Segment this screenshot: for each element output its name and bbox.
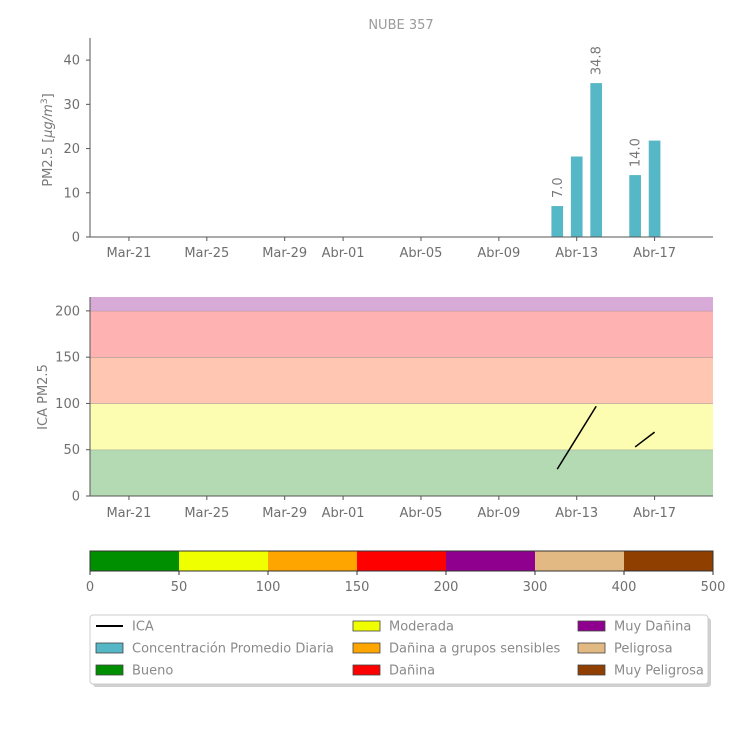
legend-label: Moderada — [389, 620, 454, 635]
x-tick-label: Abr-01 — [322, 246, 365, 261]
legend-label: Dañina a grupos sensibles — [389, 642, 560, 657]
bar-group — [551, 83, 661, 238]
x-tick-label-ica: Mar-25 — [184, 506, 229, 521]
legend-label: Dañina — [389, 664, 435, 679]
x-tick-label-ica: Abr-13 — [555, 506, 598, 521]
legend-swatch — [95, 642, 124, 654]
x-tick-label: Mar-29 — [262, 246, 307, 261]
ica-line-chart: 0 50 100 150 200 Mar-21 Mar-25 Mar-29 Abr-01 Abr… — [36, 297, 713, 521]
pm25-bar-chart: 7.0 34.8 14.0 0 10 20 30 40 Mar-21 Mar-25 Mar-29… — [40, 38, 713, 261]
ica-line-group — [556, 405, 656, 470]
legend-label: Bueno — [132, 664, 173, 679]
x-tick-label: Abr-05 — [400, 246, 443, 261]
data-label-2025-04-12: 7.0 — [551, 177, 566, 198]
bar-2025-04-16 — [629, 175, 641, 237]
colorbar-tick-label: 500 — [701, 580, 726, 595]
legend-label: Muy Dañina — [614, 620, 691, 635]
legend-swatch — [352, 664, 381, 676]
colorbar-segment-3 — [357, 551, 446, 571]
x-tick-label-ica: Abr-17 — [633, 506, 676, 521]
x-tick-label: Abr-17 — [633, 246, 676, 261]
y-tick-label-ica: 200 — [55, 304, 80, 319]
band-150-200 — [90, 310, 713, 358]
y-tick-label: 0 — [72, 231, 80, 246]
colorbar-segment-0 — [90, 551, 179, 571]
x-tick-label: Mar-25 — [184, 246, 229, 261]
y-tick-label-ica: 100 — [55, 397, 80, 412]
colorbar-frame — [89, 550, 714, 572]
bar-2025-04-14 — [590, 83, 603, 238]
x-tick-label-ica: Abr-09 — [477, 506, 520, 521]
legend: ICA Concentración Promedio Diaria Bueno Mod… — [89, 614, 711, 687]
y-axis-label-ica: ICA PM2.5 — [36, 364, 51, 430]
y-tick-group-ica: 0 50 100 150 200 — [55, 304, 90, 505]
x-tick-label-ica: Abr-05 — [400, 506, 443, 521]
y-tick-label-ica: 0 — [72, 490, 80, 505]
x-tick-label: Mar-21 — [106, 246, 151, 261]
y-tick-label: 20 — [63, 142, 80, 157]
legend-label: Peligrosa — [614, 642, 673, 657]
band-200-215 — [90, 297, 713, 311]
colorbar-tick-label: 300 — [523, 580, 548, 595]
x-tick-group: Mar-21 Mar-25 Mar-29 Abr-01 Abr-05 Abr-09 Abr-… — [106, 237, 676, 261]
colorbar-segment-1 — [179, 551, 268, 571]
legend-swatch — [577, 642, 606, 654]
ica-line-segment-0 — [556, 405, 597, 470]
legend-swatch — [352, 642, 381, 654]
bar-2025-04-12 — [551, 206, 564, 237]
y-tick-label: 10 — [63, 186, 80, 201]
colorbar-segments — [90, 551, 713, 571]
y-tick-label: 40 — [63, 54, 80, 69]
legend-label: Muy Peligrosa — [614, 664, 704, 679]
legend-items: ICA Concentración Promedio Diaria Bueno Mod… — [95, 620, 704, 679]
band-100-150 — [90, 357, 713, 404]
colorbar-tick-label: 400 — [612, 580, 637, 595]
colorbar-segment-6 — [624, 551, 713, 571]
ica-colorbar: 0 50 100 150 200 300 400 500 — [86, 550, 726, 595]
colorbar-segment-5 — [535, 551, 624, 571]
band-50-100 — [90, 403, 713, 450]
colorbar-tick-label: 150 — [345, 580, 370, 595]
ica-line-segment-1 — [634, 431, 656, 448]
legend-swatch — [577, 664, 606, 676]
legend-swatch — [577, 620, 606, 632]
legend-swatch — [95, 664, 124, 676]
x-tick-label-ica: Mar-21 — [106, 506, 151, 521]
colorbar-segment-2 — [268, 551, 357, 571]
legend-label: ICA — [132, 620, 154, 635]
data-label-2025-04-16: 14.0 — [629, 138, 644, 167]
colorbar-segment-4 — [446, 551, 535, 571]
bar-2025-04-17 — [648, 140, 661, 237]
y-axis-label: PM2.5 [μg/m3] — [40, 93, 56, 186]
legend-box — [89, 614, 709, 685]
y-tick-group: 0 10 20 30 40 — [63, 54, 90, 246]
colorbar-tick-label: 50 — [171, 580, 188, 595]
data-label-2025-04-14: 34.8 — [590, 46, 605, 75]
band-0-50 — [90, 449, 713, 496]
category-band-group — [90, 297, 713, 496]
y-tick-label-ica: 50 — [63, 443, 80, 458]
colorbar-tick-label: 200 — [434, 580, 459, 595]
colorbar-ticks: 0 50 100 150 200 300 400 500 — [86, 571, 726, 595]
legend-swatch — [352, 620, 381, 632]
bar-2025-04-13 — [570, 156, 583, 237]
colorbar-tick-label: 0 — [86, 580, 94, 595]
x-tick-label: Abr-09 — [477, 246, 520, 261]
x-tick-label-ica: Mar-29 — [262, 506, 307, 521]
data-label-group: 7.0 34.8 14.0 — [551, 46, 644, 198]
legend-label: Concentración Promedio Diaria — [132, 642, 334, 657]
x-tick-group-ica: Mar-21 Mar-25 Mar-29 Abr-01 Abr-05 Abr-09 Abr-… — [106, 496, 676, 521]
colorbar-tick-label: 100 — [256, 580, 281, 595]
y-tick-label: 30 — [63, 98, 80, 113]
chart-title: NUBE 357 — [368, 18, 433, 33]
x-tick-label: Abr-13 — [555, 246, 598, 261]
y-tick-label-ica: 150 — [55, 351, 80, 366]
x-tick-label-ica: Abr-01 — [322, 506, 365, 521]
